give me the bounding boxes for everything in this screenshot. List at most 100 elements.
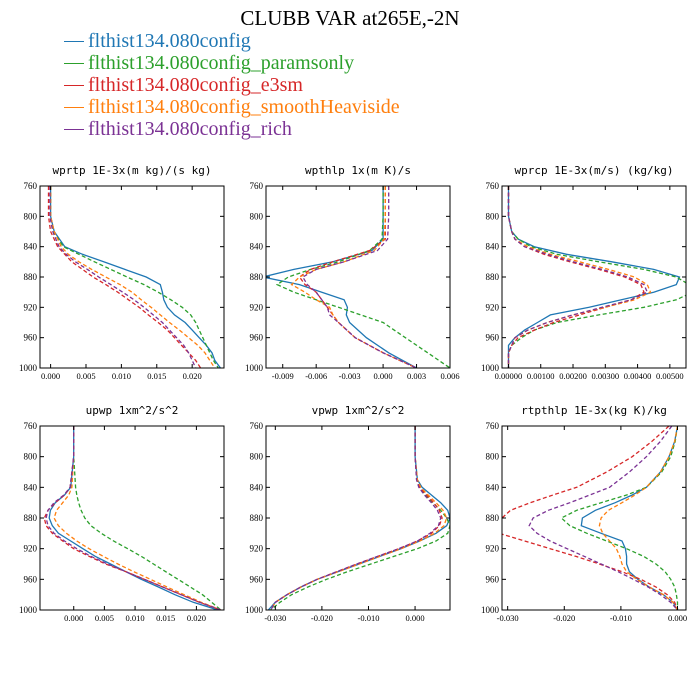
y-tick-label: 880 <box>486 272 500 282</box>
legend-swatch <box>64 41 84 42</box>
series-line <box>507 186 686 368</box>
y-tick-label: 840 <box>250 242 264 252</box>
x-tick-label: 0.005 <box>76 371 95 381</box>
series-line <box>507 186 649 368</box>
x-tick-label: 0.010 <box>112 371 131 381</box>
series-line <box>301 186 417 368</box>
chart-title: wprcp 1E-3x(m/s) (kg/kg) <box>515 164 674 177</box>
x-tick-label: -0.020 <box>553 613 575 623</box>
y-tick-label: 960 <box>250 574 264 584</box>
series-line <box>47 186 202 368</box>
x-tick-label: 0.015 <box>147 371 166 381</box>
series-line <box>580 426 679 610</box>
chart-panel: upwp 1xm^2/s^2 760 800 840 880 920 960 1000 0.00… <box>19 404 225 623</box>
x-tick-label: -0.030 <box>497 613 519 623</box>
chart-title: upwp 1xm^2/s^2 <box>86 404 179 417</box>
series-line <box>266 186 417 368</box>
y-tick-label: 920 <box>250 302 264 312</box>
series-line <box>507 186 681 368</box>
series-group <box>266 186 450 368</box>
x-tick-label: 0.003 <box>407 371 426 381</box>
legend-label: flthist134.080config_e3sm <box>88 74 303 96</box>
x-tick-label: 0.000 <box>41 371 60 381</box>
x-tick-label: -0.009 <box>272 371 294 381</box>
y-tick-label: 1000 <box>245 605 264 615</box>
chart-panel: wprcp 1E-3x(m/s) (kg/kg) 760 800 840 880 920 9… <box>481 164 687 381</box>
chart-title: wpthlp 1x(m K)/s <box>305 164 411 177</box>
y-tick-label: 760 <box>250 421 264 431</box>
x-tick-label: 0.000 <box>406 613 425 623</box>
plot-frame <box>501 425 687 611</box>
y-tick-label: 1000 <box>481 363 500 373</box>
y-tick-label: 920 <box>486 544 500 554</box>
x-tick-label: 0.020 <box>187 613 206 623</box>
x-tick-label: 0.020 <box>183 371 202 381</box>
chart-panel: wprtp 1E-3x(m kg)/(s kg) 760 800 840 880 920 9… <box>19 164 225 381</box>
y-tick-label: 800 <box>250 452 264 462</box>
series-group <box>43 426 222 610</box>
x-tick-label: -0.003 <box>339 371 361 381</box>
y-tick-label: 800 <box>250 211 264 221</box>
legend-label: flthist134.080config_paramsonly <box>88 52 355 74</box>
x-tick-label: -0.030 <box>264 613 286 623</box>
legend-label: flthist134.080config <box>88 30 251 52</box>
legend-swatch <box>64 107 84 108</box>
x-tick-label: 0.005 <box>95 613 114 623</box>
y-tick-label: 880 <box>24 513 38 523</box>
series-line <box>48 426 219 610</box>
y-tick-label: 920 <box>486 302 500 312</box>
y-tick-label: 920 <box>24 544 38 554</box>
y-tick-label: 960 <box>486 333 500 343</box>
y-tick-label: 800 <box>486 211 500 221</box>
y-tick-label: 840 <box>24 482 38 492</box>
chart-panel: rtpthlp 1E-3x(kg K)/kg 760 800 840 880 920 960… <box>481 404 687 623</box>
series-group <box>502 426 679 610</box>
x-tick-label: 0.015 <box>156 613 175 623</box>
y-tick-label: 840 <box>486 482 500 492</box>
chart-panel: vpwp 1xm^2/s^2 760 800 840 880 920 960 1000-0.0… <box>245 404 451 623</box>
plot-frame <box>39 425 225 611</box>
series-line <box>528 426 678 610</box>
y-tick-label: 960 <box>24 574 38 584</box>
series-line <box>270 426 442 610</box>
y-tick-label: 880 <box>250 272 264 282</box>
chart-title: vpwp 1xm^2/s^2 <box>312 404 405 417</box>
x-tick-label: 0.00000 <box>495 371 523 381</box>
series-line <box>73 426 222 610</box>
y-tick-label: 800 <box>486 452 500 462</box>
plot-frame <box>265 425 451 611</box>
chart-title: wprtp 1E-3x(m kg)/(s kg) <box>53 164 212 177</box>
x-tick-label: 0.00500 <box>656 371 684 381</box>
x-tick-label: 0.000 <box>668 613 687 623</box>
x-tick-label: -0.006 <box>305 371 327 381</box>
y-tick-label: 760 <box>250 181 264 191</box>
series-line <box>270 426 443 610</box>
series-line <box>270 426 450 610</box>
series-group <box>47 186 222 368</box>
y-tick-label: 1000 <box>481 605 500 615</box>
chart-title: rtpthlp 1E-3x(kg K)/kg <box>521 404 667 417</box>
series-line <box>502 426 679 610</box>
plot-frame <box>39 185 225 369</box>
y-tick-label: 840 <box>250 482 264 492</box>
y-tick-label: 920 <box>24 302 38 312</box>
series-line <box>49 186 222 368</box>
y-tick-label: 960 <box>24 333 38 343</box>
y-tick-label: 840 <box>486 242 500 252</box>
series-line <box>560 426 679 610</box>
chart-panel: wpthlp 1x(m K)/s 760 800 840 880 920 960 1000 -0… <box>245 164 460 381</box>
x-tick-label: 0.00100 <box>527 371 555 381</box>
series-group <box>267 426 450 610</box>
series-line <box>43 426 222 610</box>
y-tick-label: 920 <box>250 544 264 554</box>
x-tick-label: 0.006 <box>440 371 459 381</box>
y-tick-label: 1000 <box>245 363 264 373</box>
series-line <box>507 186 652 368</box>
series-group <box>507 186 686 368</box>
series-line <box>298 186 417 368</box>
series-line <box>598 426 679 610</box>
legend-label: flthist134.080config_rich <box>88 118 292 140</box>
series-line <box>49 186 197 368</box>
y-tick-label: 880 <box>250 513 264 523</box>
